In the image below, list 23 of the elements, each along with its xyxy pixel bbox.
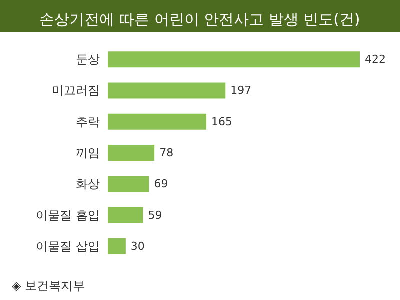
y-tick-label: 추락	[76, 114, 100, 129]
data-label: 78	[160, 146, 174, 160]
data-label: 197	[230, 84, 252, 98]
data-label: 69	[154, 178, 168, 191]
y-tick-label: 미끄러짐	[52, 84, 100, 98]
chart-title: 손상기전에 따른 어린이 안전사고 발생 빈도(건)	[40, 10, 360, 28]
text: ◈ 보건복지부	[12, 279, 86, 293]
bar	[108, 52, 360, 68]
y-tick-label: 화상	[76, 177, 100, 192]
bar	[108, 114, 207, 130]
y-tick-label: 이물질 삽입	[36, 239, 100, 254]
y-tick-label: 둔상	[76, 52, 100, 67]
data-label: 30	[130, 240, 145, 253]
y-tick-label: 이물질 흡입	[36, 208, 100, 222]
bar	[108, 82, 226, 99]
data-label: 59	[148, 208, 162, 222]
bar	[108, 238, 126, 254]
data-label: 165	[212, 115, 233, 128]
y-tick-label: 끼임	[76, 146, 100, 160]
data-label: 422	[365, 53, 386, 66]
bar	[108, 145, 155, 161]
bar	[108, 207, 144, 224]
bar	[108, 176, 150, 192]
